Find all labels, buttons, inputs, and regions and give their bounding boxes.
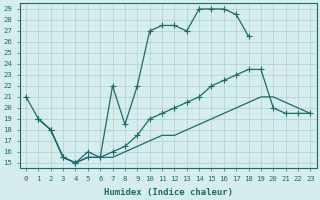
X-axis label: Humidex (Indice chaleur): Humidex (Indice chaleur) <box>104 188 233 197</box>
